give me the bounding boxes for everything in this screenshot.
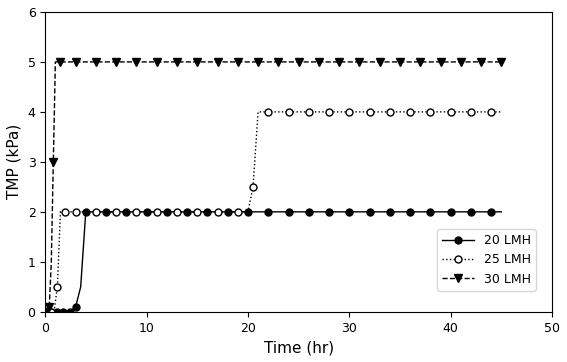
20 LMH: [285, 210, 292, 214]
25 LMH: [234, 210, 241, 214]
X-axis label: Time (hr): Time (hr): [264, 340, 334, 355]
25 LMH: [42, 310, 49, 314]
25 LMH: [498, 110, 505, 114]
Line: 25 LMH: 25 LMH: [42, 108, 505, 315]
25 LMH: [325, 110, 332, 114]
Line: 20 LMH: 20 LMH: [42, 209, 505, 315]
30 LMH: [153, 60, 160, 64]
25 LMH: [174, 210, 180, 214]
30 LMH: [52, 60, 59, 64]
25 LMH: [306, 110, 312, 114]
30 LMH: [498, 60, 505, 64]
Line: 30 LMH: 30 LMH: [41, 58, 506, 316]
30 LMH: [488, 60, 494, 64]
30 LMH: [366, 60, 373, 64]
25 LMH: [468, 110, 475, 114]
25 LMH: [54, 285, 61, 289]
Y-axis label: TMP (kPa): TMP (kPa): [7, 124, 22, 199]
30 LMH: [113, 60, 120, 64]
20 LMH: [42, 310, 49, 314]
30 LMH: [336, 60, 342, 64]
20 LMH: [295, 210, 302, 214]
20 LMH: [174, 210, 180, 214]
20 LMH: [82, 210, 89, 214]
20 LMH: [69, 307, 76, 311]
Legend: 20 LMH, 25 LMH, 30 LMH: 20 LMH, 25 LMH, 30 LMH: [437, 229, 536, 291]
20 LMH: [498, 210, 505, 214]
20 LMH: [265, 210, 272, 214]
30 LMH: [42, 310, 49, 314]
25 LMH: [255, 110, 261, 114]
20 LMH: [336, 210, 342, 214]
30 LMH: [163, 60, 170, 64]
